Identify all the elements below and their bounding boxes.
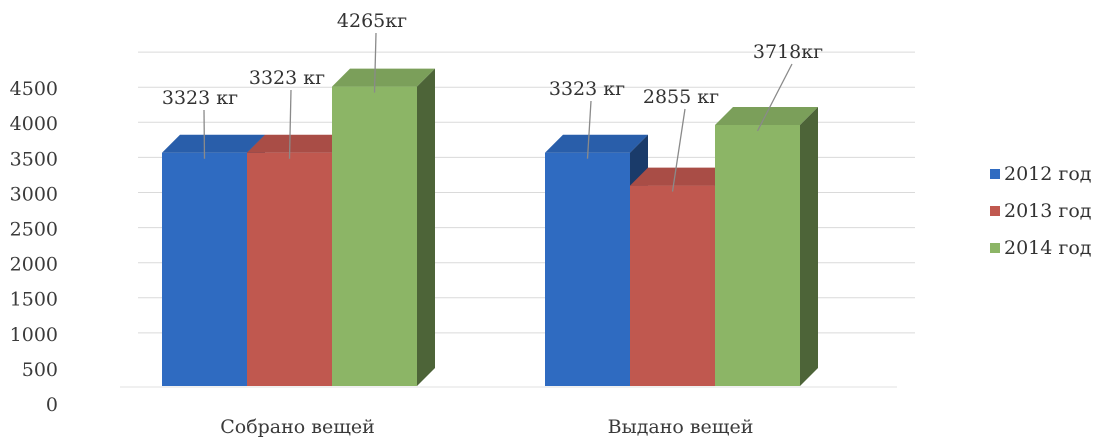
legend-label: 2012 год — [1004, 163, 1092, 185]
data-label-leader — [586, 100, 592, 159]
legend-swatch — [990, 243, 1000, 253]
x-tick-label: Собрано вещей — [220, 416, 375, 438]
y-tick-label: 1500 — [10, 289, 58, 311]
bar-front — [332, 86, 417, 387]
bar-top — [162, 134, 265, 153]
y-tick-label: 4000 — [10, 113, 58, 135]
x-tick-label: Выдано вещей — [608, 416, 754, 438]
data-label-leader — [373, 32, 377, 93]
legend-label: 2014 год — [1004, 237, 1092, 259]
bar-side — [417, 68, 435, 387]
data-label-leader — [756, 63, 793, 132]
data-label: 2855 кг — [643, 86, 719, 108]
bar-top — [247, 134, 350, 153]
data-label: 3718кг — [753, 41, 823, 63]
y-axis-ticks: 0 500 1000 1500 2000 2500 3000 3500 4000 4500 — [10, 78, 58, 416]
bar-top — [715, 106, 818, 125]
bar — [715, 106, 818, 386]
y-tick-label: 0 — [46, 394, 58, 416]
bar-side — [800, 106, 818, 386]
bar-front — [715, 124, 800, 386]
data-label: 3323 кг — [249, 67, 325, 89]
bar-front — [545, 152, 630, 386]
data-label: 3323 кг — [549, 78, 625, 100]
legend-swatch — [990, 206, 1000, 216]
bar — [332, 68, 435, 387]
legend-item: 2012 год — [990, 163, 1092, 185]
y-tick-label: 3000 — [10, 183, 58, 205]
data-label: 3323 кг — [162, 87, 238, 109]
legend-label: 2013 год — [1004, 200, 1092, 222]
bar-front — [162, 152, 247, 386]
y-tick-label: 1000 — [10, 324, 58, 346]
bar-top — [630, 167, 733, 186]
bar-top — [332, 68, 435, 87]
y-tick-label: 3500 — [10, 148, 58, 170]
y-tick-label: 500 — [22, 359, 58, 381]
y-tick-label: 2000 — [10, 254, 58, 276]
legend-item: 2014 год — [990, 237, 1092, 259]
data-label: 4265кг — [337, 10, 407, 32]
legend: 2012 год 2013 год 2014 год — [990, 163, 1092, 259]
data-labels: 3323 кг 3323 кг 4265кг 3323 кг 2855 кг 3718кг — [162, 10, 823, 192]
data-label-leader — [671, 108, 686, 192]
data-label-leader — [203, 109, 206, 159]
bar-front — [247, 152, 332, 386]
y-tick-label: 2500 — [10, 219, 58, 241]
y-tick-label: 4500 — [10, 78, 58, 100]
legend-swatch — [990, 169, 1000, 179]
x-axis-ticks: Собрано вещей Выдано вещей — [220, 416, 753, 438]
legend-item: 2013 год — [990, 200, 1092, 222]
bar-front — [630, 185, 715, 386]
bar-top — [545, 134, 648, 153]
data-label-leader — [288, 89, 292, 159]
bars — [162, 68, 818, 387]
